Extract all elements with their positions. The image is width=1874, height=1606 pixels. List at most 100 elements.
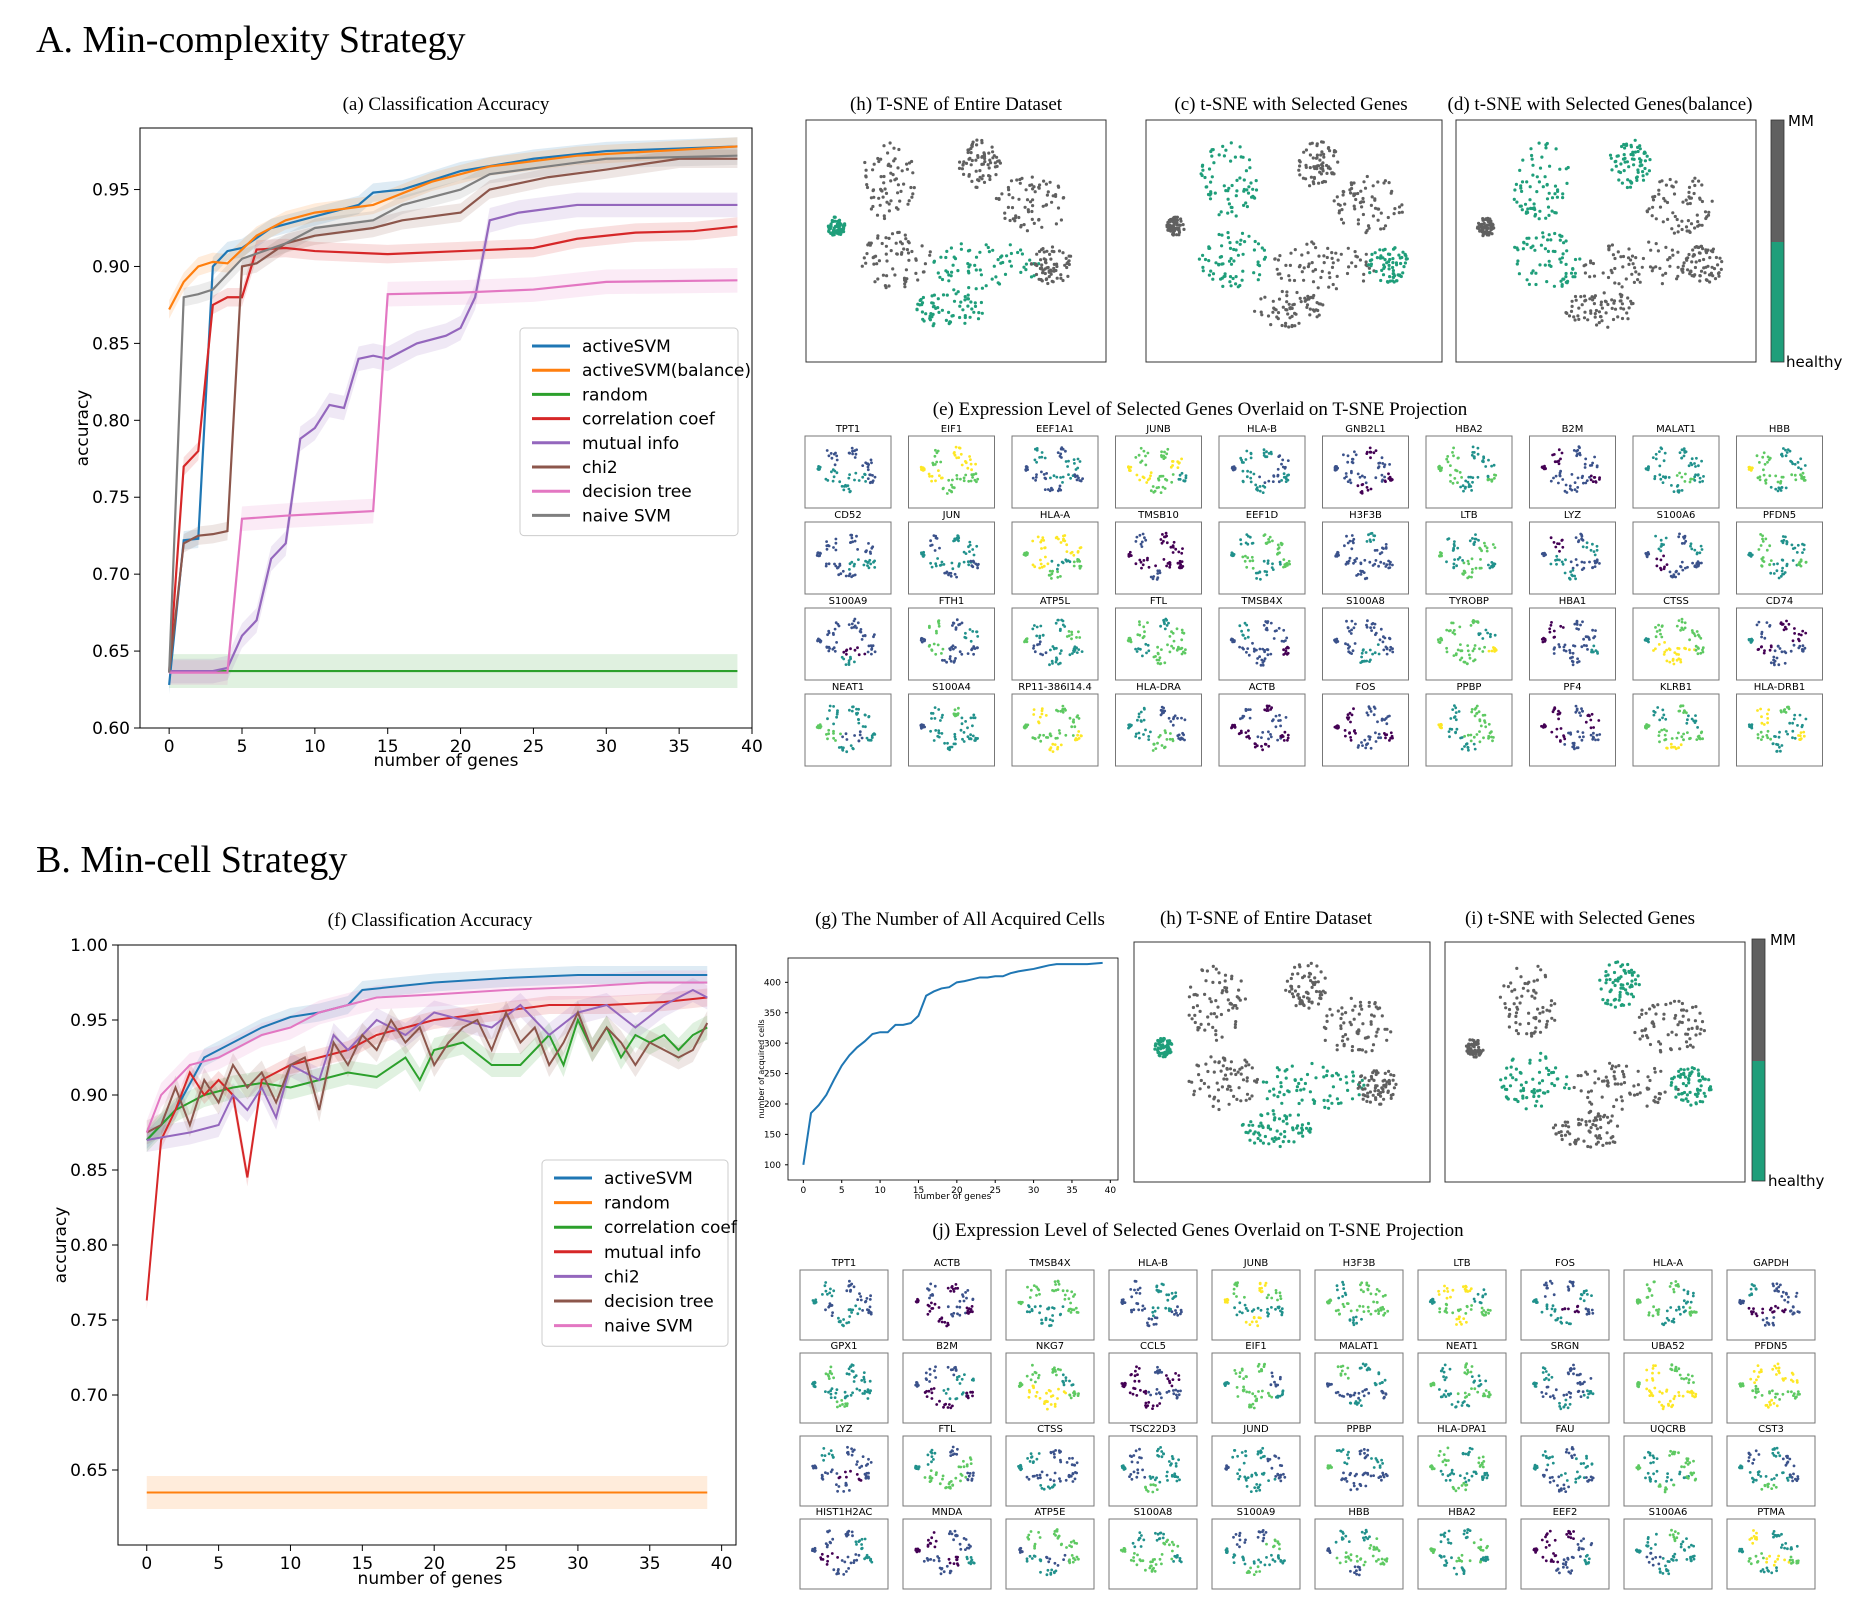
gene-thumb: PPBP [1425, 682, 1513, 767]
chart-a-title: (a) Classification Accuracy [343, 94, 550, 115]
gene-label: FTH1 [939, 596, 965, 607]
gene-label: PF4 [1563, 682, 1581, 693]
chart-f-title: (f) Classification Accuracy [328, 910, 533, 931]
gene-thumb: S100A6 [1632, 510, 1720, 595]
x-tick-label: 40 [741, 737, 763, 757]
section-b-title: B. Min-cell Strategy [36, 839, 348, 881]
chart-g-xlabel: number of genes [915, 1192, 992, 1202]
gene-thumb: MALAT1 [1314, 1341, 1404, 1424]
gene-thumb: S100A6 [1623, 1507, 1713, 1590]
gene-label: EEF1A1 [1036, 424, 1074, 435]
gene-label: HBB [1769, 424, 1790, 435]
gene-label: ATP5L [1040, 596, 1071, 607]
x-tick-label: 15 [913, 1186, 924, 1196]
gene-label: TMSB10 [1137, 510, 1179, 521]
chart-f-xlabel: number of genes [358, 1569, 503, 1589]
gene-label: JUNB [1243, 1258, 1269, 1269]
gene-label: GAPDH [1753, 1258, 1789, 1269]
y-tick-label: 0.60 [92, 719, 130, 739]
gene-thumb: S100A4 [908, 682, 995, 767]
gene-label: LYZ [1564, 510, 1581, 521]
y-tick-label: 250 [764, 1070, 781, 1080]
gene-thumb: LTB [1417, 1258, 1507, 1341]
gene-thumb: EIF1 [1211, 1341, 1301, 1424]
legend-label: naive SVM [604, 1317, 693, 1337]
gene-label: HLA-B [1247, 424, 1277, 435]
gene-thumb: FTH1 [908, 596, 995, 681]
gene-thumb: PFDN5 [1736, 510, 1823, 595]
x-tick-label: 5 [213, 1554, 224, 1574]
tsne-a-plot-h [805, 119, 1107, 363]
gene-thumb: B2M [902, 1341, 992, 1424]
gene-thumb: TSC22D3 [1108, 1424, 1198, 1507]
gene-thumb: UBA52 [1623, 1341, 1713, 1424]
chart-f-accuracy: (f) Classification Accuracy 0 5 10 15 20 25 30… [51, 910, 738, 1589]
gene-label: ATP5E [1035, 1507, 1066, 1518]
series-line-mutual-info [169, 203, 738, 673]
gene-thumb: H3F3B [1322, 510, 1409, 595]
y-tick-label: 0.70 [92, 565, 130, 585]
gene-thumb: HLA-DRA [1115, 682, 1202, 767]
gene-label: TPT1 [835, 424, 861, 435]
tsne-b-plot-i [1444, 941, 1746, 1183]
legend-label: random [582, 385, 648, 405]
series-line-correlation-coef [146, 1017, 708, 1141]
x-tick-label: 30 [1028, 1186, 1040, 1196]
x-tick-label: 15 [377, 737, 399, 757]
colorbar-a-healthy [1771, 242, 1784, 362]
gene-label: GNB2L1 [1345, 424, 1385, 435]
gene-label: TMSB4X [1240, 596, 1282, 607]
gene-thumb: H3F3B [1314, 1258, 1404, 1341]
gene-label: CD52 [834, 510, 861, 521]
y-tick-label: 0.75 [92, 488, 130, 508]
gene-thumb: TMSB10 [1115, 510, 1202, 595]
gene-label: HLA-B [1138, 1258, 1168, 1269]
x-tick-label: 20 [423, 1554, 445, 1574]
gene-label: S100A6 [1649, 1507, 1688, 1518]
gene-label: CTSS [1663, 596, 1689, 607]
tsne-panels-a: (h) T-SNE of Entire Dataset (c) t-SNE wi… [805, 94, 1842, 371]
gene-thumb: NEAT1 [804, 682, 892, 767]
legend-label: activeSVM [582, 337, 671, 357]
gene-thumb: HLA-A [1011, 510, 1099, 595]
y-tick-label: 300 [764, 1039, 781, 1049]
y-tick-label: 0.65 [70, 1461, 108, 1481]
gene-thumb: TPT1 [804, 424, 892, 509]
y-tick-label: 200 [764, 1100, 781, 1110]
gene-label: PTMA [1757, 1507, 1785, 1518]
gene-thumb: EIF1 [908, 424, 995, 509]
y-tick-label: 0.95 [92, 180, 130, 200]
y-tick-label: 350 [764, 1009, 781, 1019]
gene-thumb: HBB [1314, 1507, 1404, 1590]
gene-thumb: SRGN [1520, 1341, 1610, 1424]
gene-label: TMSB4X [1028, 1258, 1070, 1269]
legend-label: correlation coef [582, 410, 716, 430]
gene-thumb: JUNB [1115, 424, 1202, 509]
legend-label: decision tree [604, 1292, 714, 1312]
x-tick-label: 25 [989, 1186, 1000, 1196]
gene-thumb: CTSS [1005, 1424, 1095, 1507]
tsne-b-plot-h [1133, 941, 1431, 1183]
gene-thumb: JUND [1211, 1424, 1301, 1507]
gene-label: S100A8 [1346, 596, 1385, 607]
gene-thumb: HLA-B [1108, 1258, 1198, 1341]
y-tick-label: 100 [764, 1161, 781, 1171]
gene-label: SRGN [1551, 1341, 1580, 1352]
chart-a-ylabel: accuracy [73, 390, 93, 467]
series-line-naive-svm [145, 981, 708, 1133]
tsne-panels-b: (h) T-SNE of Entire Dataset (i) t-SNE wi… [1133, 908, 1824, 1190]
gene-thumb: UQCRB [1623, 1424, 1713, 1507]
gene-label: MALAT1 [1339, 1341, 1379, 1352]
colorbar-b-bottom-label: healthy [1768, 1172, 1824, 1190]
gene-label: FTL [1150, 596, 1168, 607]
gene-thumb: TPT1 [799, 1258, 889, 1341]
gene-label: ACTB [934, 1258, 961, 1269]
legend-label: mutual info [582, 434, 679, 454]
legend-label: activeSVM [604, 1169, 693, 1189]
gene-label: HLA-A [1653, 1258, 1683, 1269]
legend-label: mutual info [604, 1243, 701, 1263]
series-line-acquired-cells [802, 961, 1103, 1165]
gene-label: FOS [1356, 682, 1376, 693]
x-tick-label: 20 [450, 737, 472, 757]
gene-thumb: TMSB4X [1218, 596, 1306, 681]
